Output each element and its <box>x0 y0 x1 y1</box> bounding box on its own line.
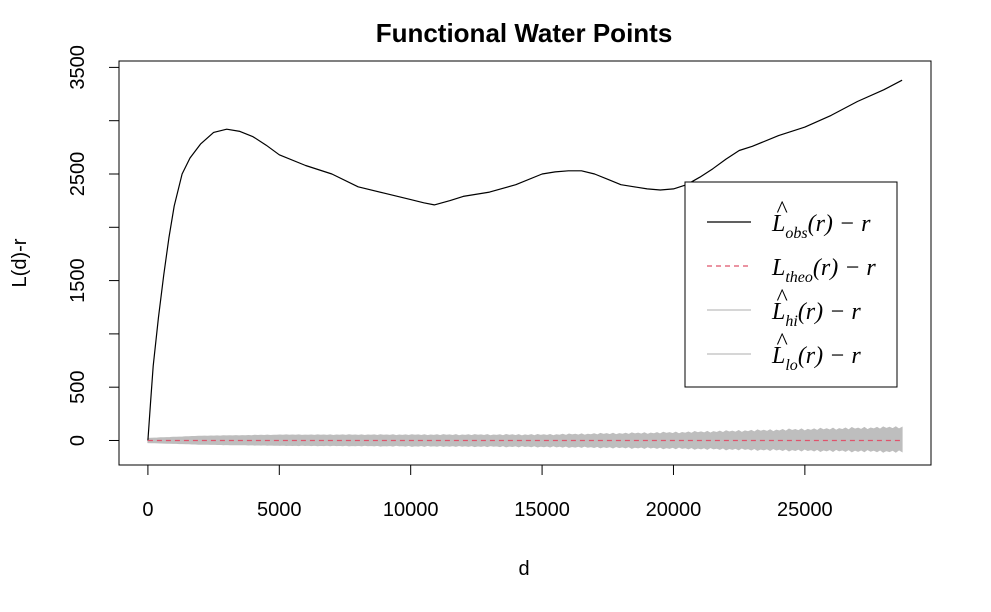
legend-label-hi: Lhi(r) − r <box>771 299 861 330</box>
legend-label-obs: Lobs(r) − r <box>771 211 871 242</box>
y-tick-label: 500 <box>67 371 89 404</box>
legend-label-lo: Llo(r) − r <box>771 343 861 374</box>
series-line-obs <box>147 79 903 441</box>
x-tick-label: 5000 <box>257 499 302 521</box>
x-tick-label: 10000 <box>383 499 439 521</box>
x-axis: 0 5000 10000 15000 20000 25000 <box>142 464 833 521</box>
chart-title: Functional Water Points <box>376 18 673 48</box>
y-tick-label: 2500 <box>67 152 89 197</box>
y-tick-label: 0 <box>67 435 89 446</box>
legend-hat: ^ <box>776 197 788 223</box>
x-tick-label: 0 <box>142 499 153 521</box>
y-axis-label: L(d)-r <box>9 238 31 287</box>
x-tick-label: 15000 <box>514 499 570 521</box>
plot-area <box>147 79 903 453</box>
x-tick-label: 25000 <box>777 499 833 521</box>
legend-label-theo: Ltheo(r) − r <box>771 255 876 286</box>
legend-hat: ^ <box>776 329 788 355</box>
envelope-band <box>147 426 903 453</box>
y-axis: 0 500 1500 2500 3500 <box>67 45 120 446</box>
y-tick-label: 1500 <box>67 258 89 303</box>
legend-box <box>684 181 898 388</box>
x-axis-label: d <box>518 558 529 580</box>
x-tick-label: 20000 <box>646 499 702 521</box>
legend-hat: ^ <box>776 285 788 311</box>
y-tick-label: 3500 <box>67 45 89 90</box>
